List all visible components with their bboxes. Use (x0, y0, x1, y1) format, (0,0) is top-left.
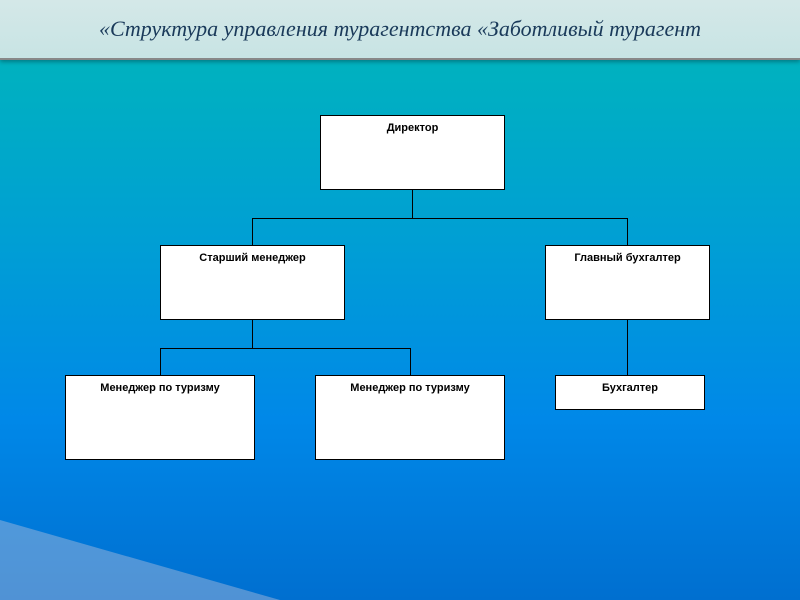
org-chart: Директор Старший менеджер Главный бухгал… (0, 60, 800, 600)
node-senior-manager: Старший менеджер (160, 245, 345, 320)
connector (252, 218, 253, 245)
node-label: Менеджер по туризму (100, 382, 219, 394)
connector (627, 218, 628, 245)
node-label: Бухгалтер (602, 382, 658, 394)
connector (160, 348, 410, 349)
page-title: «Структура управления турагентства «Забо… (99, 16, 701, 42)
decoration-triangle (0, 520, 280, 600)
connector (410, 348, 411, 375)
node-manager-1: Менеджер по туризму (65, 375, 255, 460)
node-label: Директор (387, 122, 439, 134)
connector (412, 190, 413, 218)
node-label: Старший менеджер (199, 252, 305, 264)
node-label: Менеджер по туризму (350, 382, 469, 394)
node-accountant: Бухгалтер (555, 375, 705, 410)
connector (160, 348, 161, 375)
connector (252, 218, 628, 219)
title-bar: «Структура управления турагентства «Забо… (0, 0, 800, 60)
connector (627, 320, 628, 375)
connector (252, 320, 253, 348)
node-director: Директор (320, 115, 505, 190)
node-manager-2: Менеджер по туризму (315, 375, 505, 460)
node-label: Главный бухгалтер (574, 252, 680, 264)
node-chief-accountant: Главный бухгалтер (545, 245, 710, 320)
